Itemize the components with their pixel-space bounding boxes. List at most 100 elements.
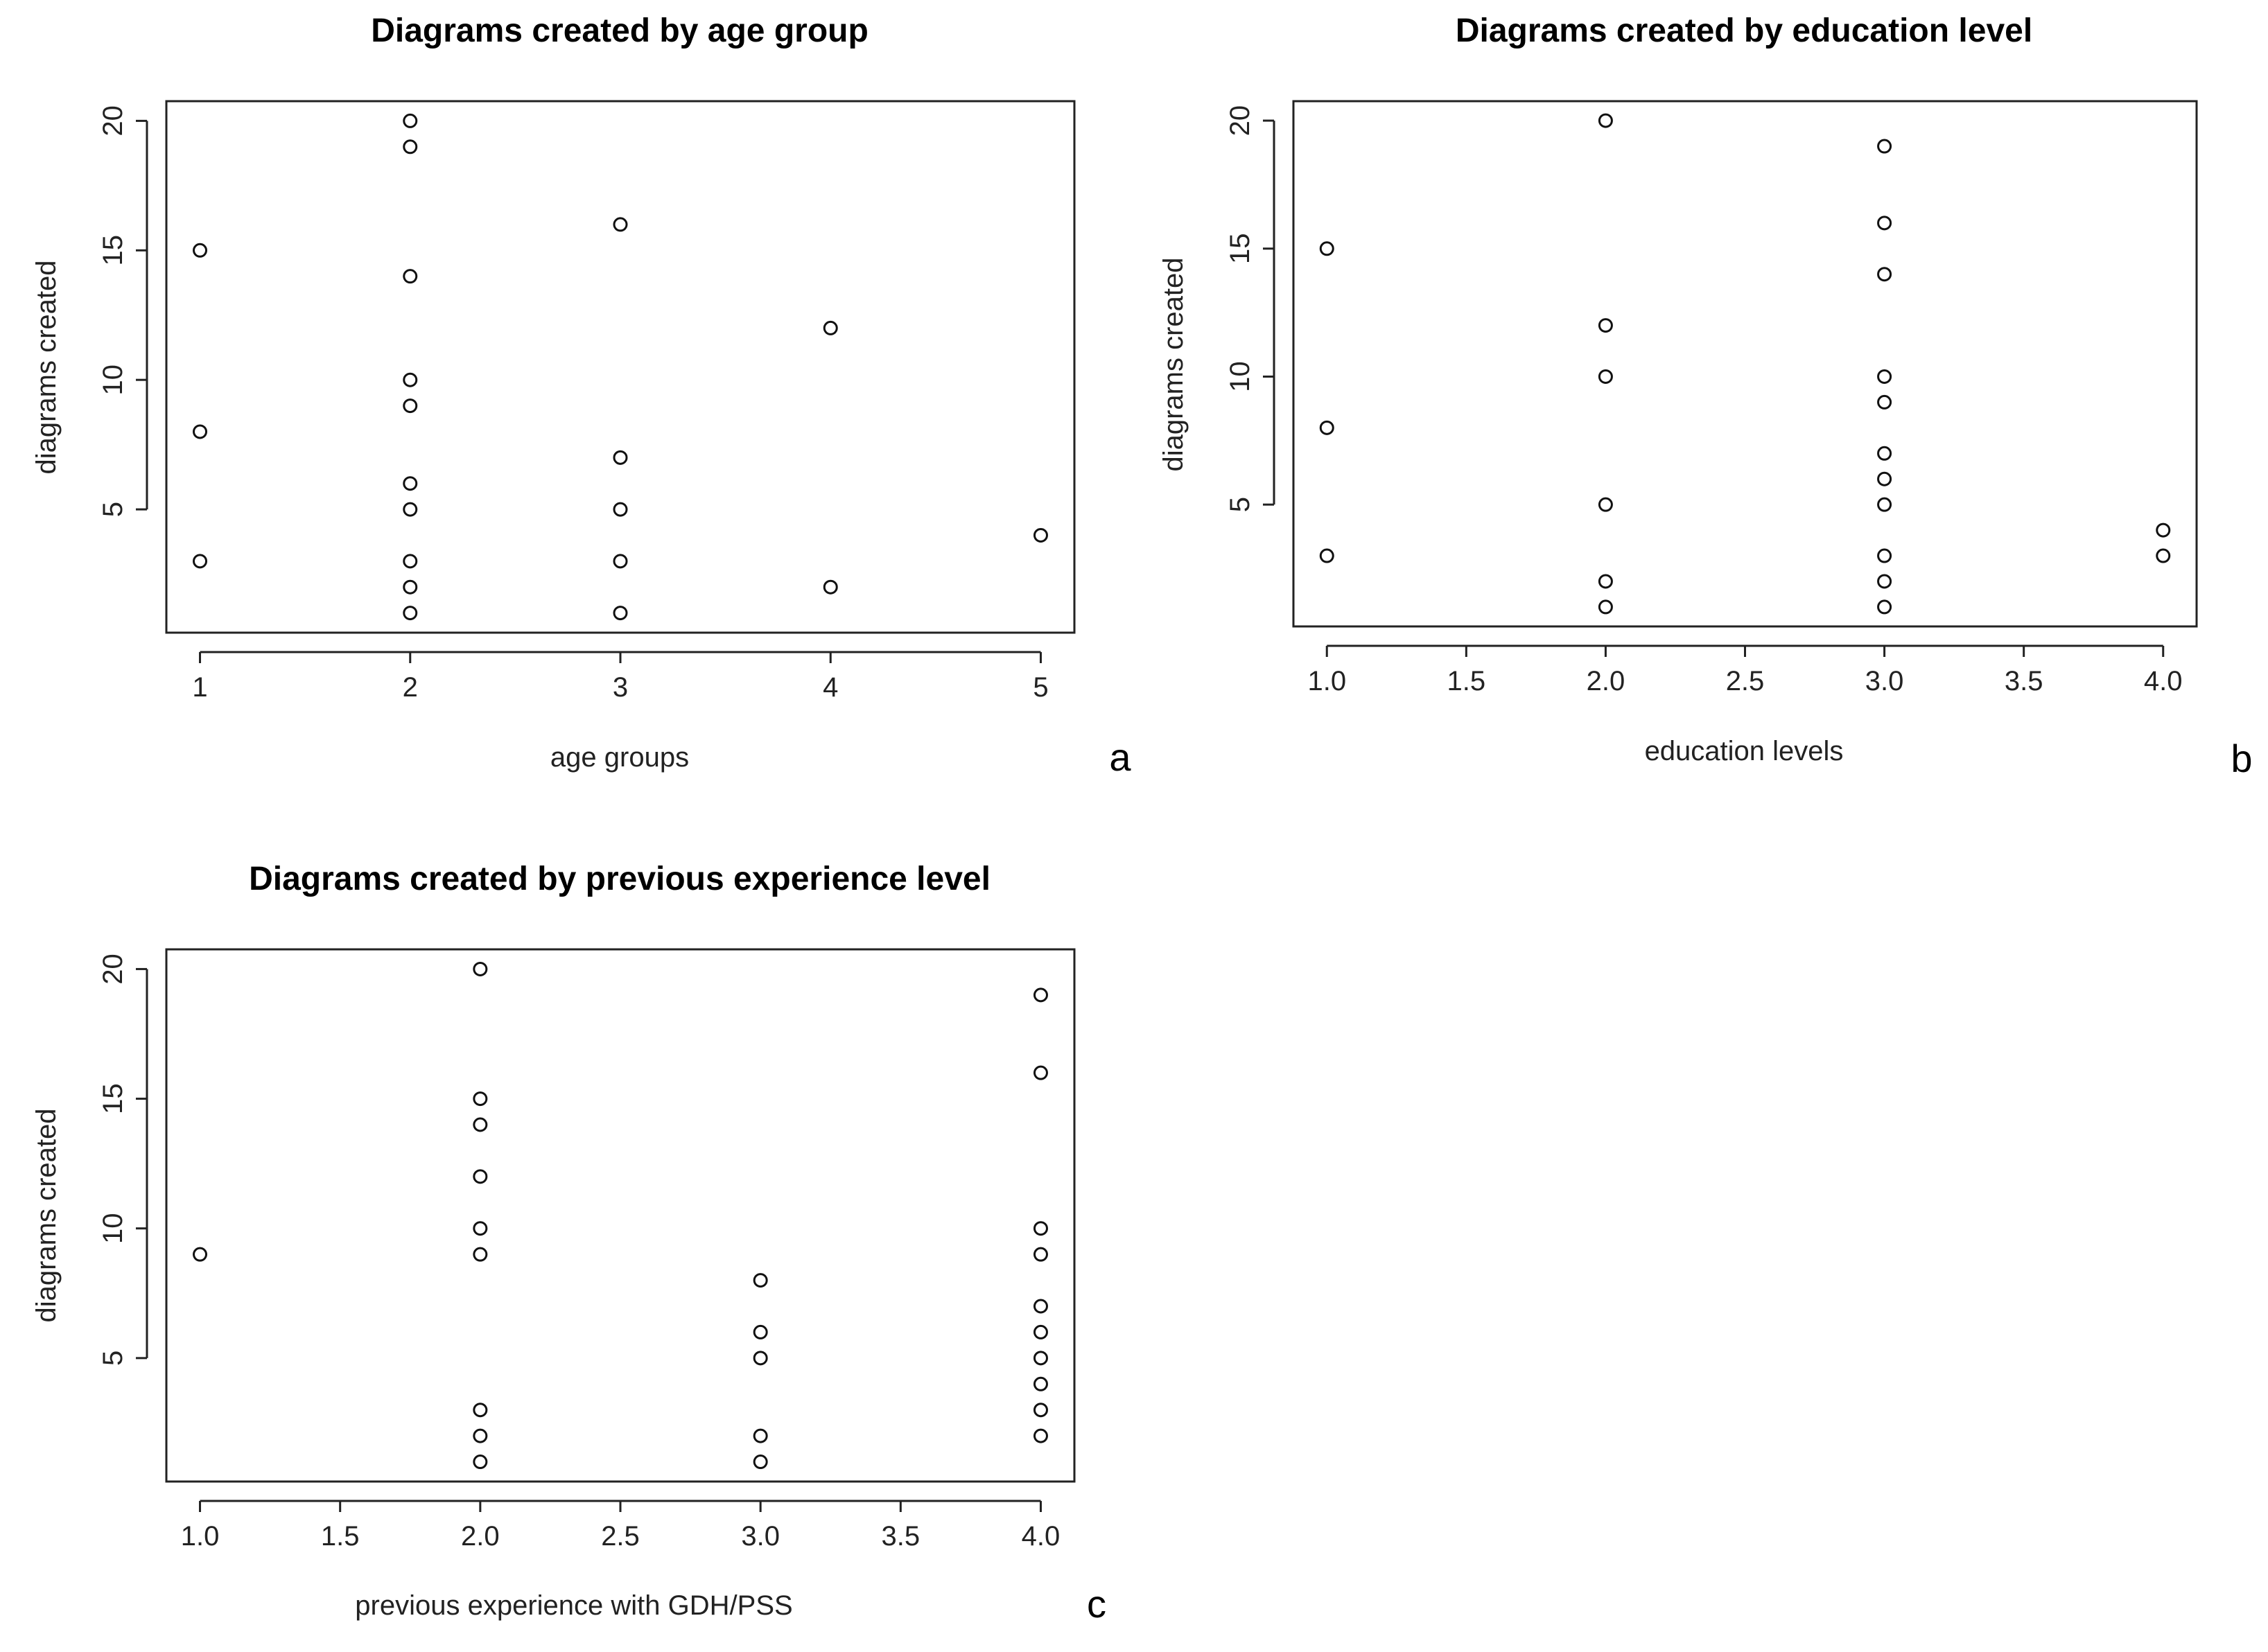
panel-c-x-tick-label: 2.0 (461, 1521, 500, 1552)
panel-b-x-tick-label: 4.0 (2144, 666, 2183, 696)
panel-c-data-point (753, 1273, 768, 1288)
panel-c-data-point (473, 1428, 488, 1443)
panel-c-data-point (473, 1247, 488, 1262)
panel-c-data-point (1033, 1428, 1048, 1443)
panel-c-y-tick-label: 20 (98, 954, 128, 985)
panel-a-data-point (403, 269, 418, 284)
panel-b-data-point (1598, 318, 1613, 333)
panel-b-data-point (1598, 113, 1613, 128)
panel-a-data-point (613, 502, 628, 517)
panel-a-data-point (193, 424, 208, 439)
panel-c-title: Diagrams created by previous experience … (249, 861, 991, 897)
panel-a-data-point (613, 606, 628, 621)
panel-b-data-point (1877, 497, 1892, 512)
panel-a-data-point (823, 320, 838, 335)
panel-c-data-point (193, 1247, 208, 1262)
panel-c-data-point (473, 1403, 488, 1418)
panel-a-y-tick-label: 15 (98, 235, 128, 266)
panel-b-data-point (1319, 241, 1334, 256)
panel-a-data-point (1033, 527, 1048, 543)
panel-c-data-point (753, 1428, 768, 1443)
panel-b-marks: 1.0 1.5 2.0 2.5 3.0 3.5 4.0 5 10 15 20 (1225, 105, 2183, 696)
panel-c-data-point (473, 1221, 488, 1236)
panel-a-x-tick-label: 4 (823, 672, 838, 703)
panel-c-marks: 1.0 1.5 2.0 2.5 3.0 3.5 4.0 5 10 15 20 (98, 954, 1060, 1552)
panel-b-data-point (2156, 522, 2171, 538)
panel-a-data-point (403, 606, 418, 621)
panel-b-data-point (1319, 548, 1334, 563)
panel-c-data-point (473, 1169, 488, 1184)
panel-a-data-point (403, 502, 418, 517)
panel-b-y-axis-label: diagrams created (1158, 257, 1189, 471)
panel-c-data-point (1033, 1065, 1048, 1080)
panel-b-data-point (1877, 216, 1892, 231)
panel-c-data-point (473, 961, 488, 976)
panel-a-y-tick-label: 5 (98, 502, 128, 517)
panel-a-data-point (403, 372, 418, 387)
panel-b-title: Diagrams created by education level (1456, 12, 2032, 49)
panel-b-data-point (1598, 599, 1613, 615)
panel-b-data-point (1877, 267, 1892, 282)
panel-b-letter: b (2231, 737, 2252, 780)
panel-b-y-tick-label: 15 (1225, 234, 1255, 265)
panel-c-data-point (753, 1351, 768, 1366)
panel-a-data-point (613, 217, 628, 232)
panel-c-x-tick-label: 4.0 (1022, 1521, 1061, 1552)
panel-b-data-point (1877, 369, 1892, 384)
panel-a-data-point (403, 554, 418, 569)
panel-c-y-tick-label: 15 (98, 1083, 128, 1114)
panel-c-data-point (1033, 1403, 1048, 1418)
panel-a-letter: a (1109, 735, 1131, 779)
panel-a-data-point (613, 554, 628, 569)
panel-c-data-point (1033, 1351, 1048, 1366)
panel-a-data-point (613, 450, 628, 465)
panel-b-x-tick-label: 1.5 (1447, 666, 1486, 696)
panel-b-data-point (1877, 548, 1892, 563)
panel-b-data-point (2156, 548, 2171, 563)
panel-b-x-tick-label: 3.5 (2005, 666, 2043, 696)
panel-b-x-tick-label: 3.0 (1865, 666, 1904, 696)
panel-c-y-tick-label: 5 (98, 1351, 128, 1366)
panel-a-plot-frame (165, 100, 1076, 634)
panel-a-title: Diagrams created by age group (371, 12, 869, 49)
panel-b-y-tick-label: 10 (1225, 361, 1255, 392)
panel-b-y-tick-label: 20 (1225, 105, 1255, 137)
panel-a-data-point (403, 476, 418, 491)
panel-b-data-point (1877, 599, 1892, 615)
panel-c-data-point (1033, 987, 1048, 1003)
panel-c-data-point (753, 1455, 768, 1470)
panel-a-data-point (403, 579, 418, 595)
panel-b-data-point (1877, 394, 1892, 410)
panel-a-y-tick-label: 20 (98, 105, 128, 137)
panel-b-x-tick-label: 1.0 (1307, 666, 1346, 696)
panel-c-x-tick-label: 1.0 (181, 1521, 220, 1552)
panel-c-data-point (1033, 1221, 1048, 1236)
panel-c-plot-frame (165, 948, 1076, 1483)
panel-a-x-tick-label: 2 (403, 672, 418, 703)
panel-b-y-tick-label: 5 (1225, 497, 1255, 512)
panel-b-data-point (1877, 446, 1892, 461)
panel-a-marks: 1 2 3 4 5 5 10 15 20 (98, 105, 1049, 703)
panel-c-data-point (1033, 1376, 1048, 1391)
panel-c-data-point (1033, 1299, 1048, 1314)
panel-a-y-tick-label: 10 (98, 364, 128, 396)
panel-b-x-tick-label: 2.5 (1726, 666, 1765, 696)
panel-c-data-point (1033, 1247, 1048, 1262)
panel-c-y-axis-label: diagrams created (31, 1108, 62, 1322)
panel-a-data-point (403, 113, 418, 128)
panel-b: Diagrams created by education level educ… (1158, 12, 2253, 780)
panel-b-data-point (1877, 471, 1892, 486)
panel-c-x-axis-label: previous experience with GDH/PSS (355, 1590, 792, 1621)
panel-c-y-tick-label: 10 (98, 1213, 128, 1244)
panel-c-x-tick-label: 3.5 (882, 1521, 921, 1552)
panel-a-data-point (823, 579, 838, 595)
panel-a: Diagrams created by age group age groups… (31, 12, 1131, 779)
panel-a-data-point (193, 554, 208, 569)
panel-c: Diagrams created by previous experience … (31, 861, 1106, 1626)
panel-a-y-axis-label: diagrams created (31, 260, 62, 474)
panel-c-x-tick-label: 3.0 (741, 1521, 780, 1552)
panel-c-data-point (473, 1455, 488, 1470)
panel-c-data-point (1033, 1324, 1048, 1339)
panel-b-data-point (1877, 139, 1892, 154)
